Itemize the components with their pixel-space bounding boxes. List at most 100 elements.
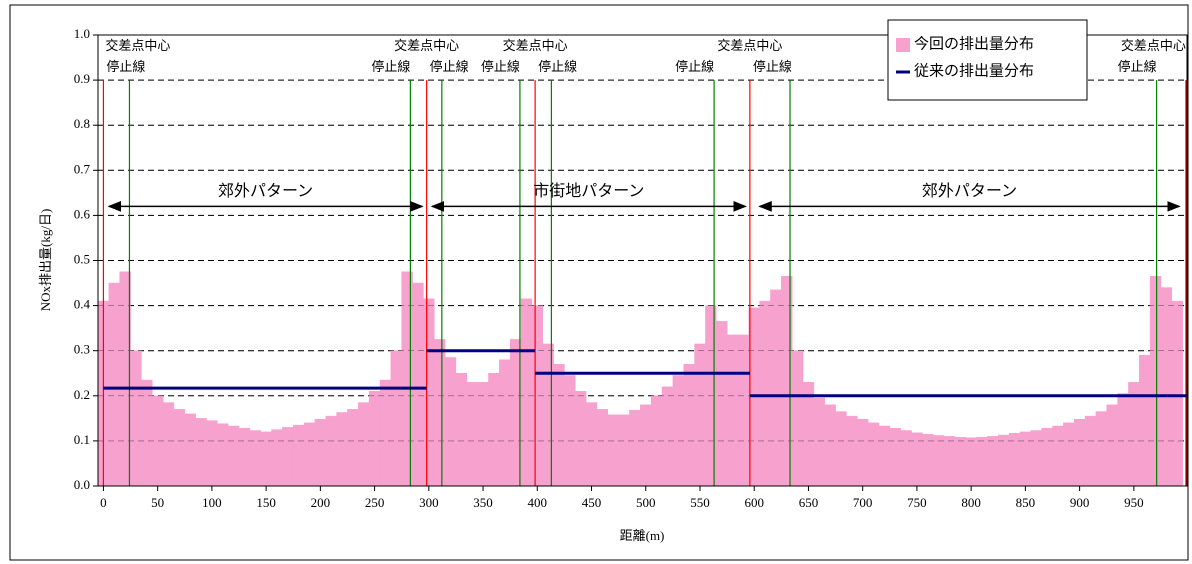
- bar: [1171, 300, 1183, 487]
- stop-line-label: 停止線: [481, 59, 520, 74]
- bar: [314, 419, 327, 487]
- bar: [347, 409, 359, 487]
- bar: [737, 334, 750, 487]
- bar: [824, 404, 836, 487]
- bar: [292, 424, 305, 487]
- legend-label: 今回の排出量分布: [914, 35, 1034, 52]
- x-tick-label: 700: [853, 495, 873, 510]
- bar: [1063, 422, 1075, 487]
- bar: [282, 427, 294, 487]
- bar: [1052, 425, 1064, 487]
- bar: [217, 423, 229, 487]
- bar: [336, 412, 348, 487]
- pattern-label: 市街地パターン: [533, 182, 644, 200]
- bar: [998, 434, 1010, 487]
- x-tick-label: 900: [1070, 495, 1090, 510]
- bar: [889, 428, 901, 487]
- y-tick-label: 0.4: [74, 297, 91, 312]
- y-tick-label: 0.7: [74, 161, 91, 176]
- bar: [1041, 428, 1053, 487]
- bar: [249, 430, 261, 487]
- bar: [499, 359, 511, 487]
- bar: [358, 402, 370, 487]
- bar: [629, 409, 641, 487]
- y-tick-label: 0.1: [74, 432, 90, 447]
- plot-border: [97, 34, 1188, 487]
- stop-line-label: 停止線: [106, 59, 145, 74]
- bar: [238, 428, 251, 487]
- bar: [173, 409, 186, 487]
- intersection-label: 交差点中心: [717, 38, 782, 53]
- bar: [390, 350, 402, 487]
- bar: [683, 363, 695, 487]
- bar: [1139, 354, 1151, 487]
- y-tick-label: 0.8: [74, 116, 90, 131]
- intersection-label: 交差点中心: [1121, 38, 1186, 53]
- x-tick-label: 150: [256, 495, 276, 510]
- bar: [412, 282, 424, 487]
- x-tick-label: 600: [744, 495, 764, 510]
- bar: [867, 422, 880, 487]
- x-tick-label: 300: [419, 495, 439, 510]
- bar: [227, 425, 240, 487]
- bar: [846, 415, 858, 487]
- x-tick-label: 950: [1124, 495, 1144, 510]
- bar: [477, 382, 489, 487]
- bar: [1030, 430, 1042, 487]
- bar: [466, 382, 478, 487]
- stop-line-label: 停止線: [1118, 59, 1157, 74]
- bar: [455, 373, 468, 487]
- x-tick-label: 50: [151, 495, 164, 510]
- bar: [661, 386, 674, 487]
- stop-line-label: 停止線: [430, 59, 469, 74]
- bar: [1149, 276, 1162, 487]
- x-tick-label: 400: [528, 495, 548, 510]
- bar: [835, 411, 847, 487]
- x-tick-label: 250: [365, 495, 385, 510]
- pattern-label: 郊外パターン: [218, 182, 313, 200]
- x-tick-label: 200: [311, 495, 331, 510]
- bar: [857, 419, 869, 487]
- y-tick-label: 0.2: [74, 387, 90, 402]
- bar: [303, 422, 316, 487]
- stop-line-label: 停止線: [753, 59, 792, 74]
- x-tick-label: 0: [100, 495, 107, 510]
- bar: [900, 430, 912, 487]
- stop-line-label: 停止線: [538, 59, 577, 74]
- y-tick-label: 0.9: [74, 71, 90, 86]
- x-tick-label: 450: [582, 495, 602, 510]
- bar: [575, 391, 587, 487]
- stop-line-label: 停止線: [371, 59, 410, 74]
- legend-label: 従来の排出量分布: [914, 62, 1034, 79]
- bar: [184, 413, 196, 487]
- bar: [195, 418, 207, 487]
- bar: [694, 343, 706, 487]
- intersection-label: 交差点中心: [503, 38, 568, 53]
- bar: [260, 431, 272, 487]
- bar: [444, 357, 457, 487]
- bar: [585, 402, 598, 487]
- y-tick-label: 0.6: [74, 206, 91, 221]
- y-axis-title: NOx排出量(kg/日): [38, 209, 53, 312]
- x-tick-label: 850: [1016, 495, 1036, 510]
- x-tick-label: 750: [907, 495, 927, 510]
- legend-box: [887, 19, 1088, 101]
- bar: [271, 429, 283, 487]
- bar: [922, 433, 934, 487]
- bar: [791, 350, 804, 487]
- y-tick-label: 0.5: [74, 251, 90, 266]
- bar: [965, 437, 977, 487]
- y-tick-label: 1.0: [74, 26, 90, 41]
- bar: [672, 375, 684, 487]
- bar: [1073, 419, 1086, 487]
- bar: [162, 402, 175, 487]
- bar: [368, 391, 381, 487]
- bar: [813, 397, 825, 487]
- bar: [976, 437, 988, 487]
- intersection-label: 交差点中心: [105, 38, 170, 53]
- bar: [770, 289, 782, 487]
- bar: [618, 414, 630, 487]
- bar: [1106, 404, 1118, 487]
- bar: [878, 425, 891, 487]
